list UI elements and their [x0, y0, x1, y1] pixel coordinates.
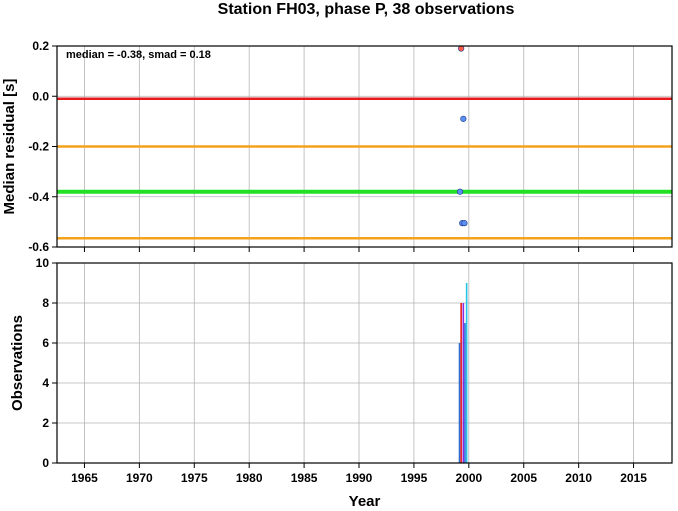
observations-bars [458, 283, 468, 463]
observations-tick-label-y: 10 [36, 256, 50, 270]
x-axis-label: Year [349, 493, 381, 510]
residual-reference-lines [57, 97, 672, 240]
residual-tick-label-y: -0.2 [28, 140, 49, 154]
chart-title: Station FH03, phase P, 38 observations [218, 1, 515, 18]
observations-ticks: 1965 1970 1975 1980 1985 1990 1995 2000 2005 2010… [36, 256, 648, 485]
stats-annotation: median = -0.38, smad = 0.18 [66, 49, 211, 61]
x-tick-label: 1985 [291, 471, 318, 485]
x-tick-label: 1975 [181, 471, 208, 485]
x-tick-label: 1970 [126, 471, 153, 485]
x-tick-label: 1965 [71, 471, 98, 485]
residual-tick-label-y: -0.6 [28, 240, 49, 254]
observations-tick-label-y: 0 [42, 456, 49, 470]
observations-tick-label-y: 8 [42, 296, 49, 310]
residual-tick-label-y: 0.0 [32, 89, 49, 103]
residual-tick-label-y: 0.2 [32, 39, 49, 53]
x-tick-label: 2005 [510, 471, 537, 485]
x-tick-label: 2015 [620, 471, 647, 485]
observations-tick-label-y: 2 [42, 416, 49, 430]
residual-point [461, 220, 468, 227]
residual-point [456, 188, 464, 195]
observations-panel: 1965 1970 1975 1980 1985 1990 1995 2000 2005 2010… [9, 256, 673, 510]
observations-tick-label-y: 6 [42, 336, 49, 350]
observations-y-axis-label: Observations [9, 315, 26, 411]
x-tick-label: 2000 [455, 471, 482, 485]
observations-frame [56, 262, 673, 464]
x-tick-label: 2010 [565, 471, 592, 485]
residual-ticks: 0.2 0.0 -0.2 -0.4 -0.6 [28, 39, 635, 254]
residual-points [456, 45, 468, 227]
residual-panel: 0.2 0.0 -0.2 -0.4 -0.6 median = -0.38, smad … [1, 39, 673, 254]
observations-grid [57, 262, 672, 464]
x-tick-label: 1995 [401, 471, 428, 485]
residual-tick-label-y: -0.4 [28, 190, 49, 204]
residual-point [460, 115, 467, 122]
x-tick-label: 1990 [346, 471, 373, 485]
x-tick-label: 1980 [236, 471, 263, 485]
observations-tick-label-y: 4 [42, 376, 49, 390]
residual-y-axis-label: Median residual [s] [1, 79, 18, 215]
residual-frame [56, 45, 673, 248]
